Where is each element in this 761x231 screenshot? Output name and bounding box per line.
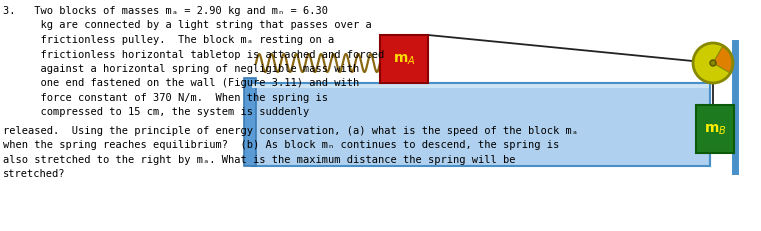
- Bar: [696, 106, 734, 153]
- Wedge shape: [713, 47, 732, 73]
- Text: kg are connected by a light string that passes over a: kg are connected by a light string that …: [3, 20, 372, 30]
- Text: compressed to 15 cm, the system is suddenly: compressed to 15 cm, the system is sudde…: [3, 107, 309, 117]
- Text: stretched?: stretched?: [3, 169, 65, 179]
- Text: when the spring reaches equilibrium?  (b) As block mₙ continues to descend, the : when the spring reaches equilibrium? (b)…: [3, 140, 559, 150]
- Text: m$_A$: m$_A$: [393, 53, 416, 67]
- Bar: [252, 84, 710, 89]
- Circle shape: [693, 44, 733, 84]
- Text: one end fastened on the wall (Figure 3.11) and with: one end fastened on the wall (Figure 3.1…: [3, 78, 359, 88]
- Text: 3.   Two blocks of masses mₐ = 2.90 kg and mₙ = 6.30: 3. Two blocks of masses mₐ = 2.90 kg and…: [3, 6, 328, 16]
- Circle shape: [710, 61, 716, 67]
- Bar: [244, 79, 256, 166]
- Text: frictionless pulley.  The block mₐ resting on a: frictionless pulley. The block mₐ restin…: [3, 35, 334, 45]
- Text: force constant of 370 N/m.  When the spring is: force constant of 370 N/m. When the spri…: [3, 93, 328, 103]
- Text: released.  Using the principle of energy conservation, (a) what is the speed of : released. Using the principle of energy …: [3, 125, 578, 135]
- Text: frictionless horizontal tabletop is attached and forced: frictionless horizontal tabletop is atta…: [3, 49, 384, 59]
- Text: also stretched to the right by mₐ. What is the maximum distance the spring will : also stretched to the right by mₐ. What …: [3, 154, 515, 164]
- Text: against a horizontal spring of negligible mass with: against a horizontal spring of negligibl…: [3, 64, 359, 74]
- Bar: [380, 36, 428, 84]
- Bar: [252, 84, 710, 166]
- Text: m$_B$: m$_B$: [704, 122, 726, 137]
